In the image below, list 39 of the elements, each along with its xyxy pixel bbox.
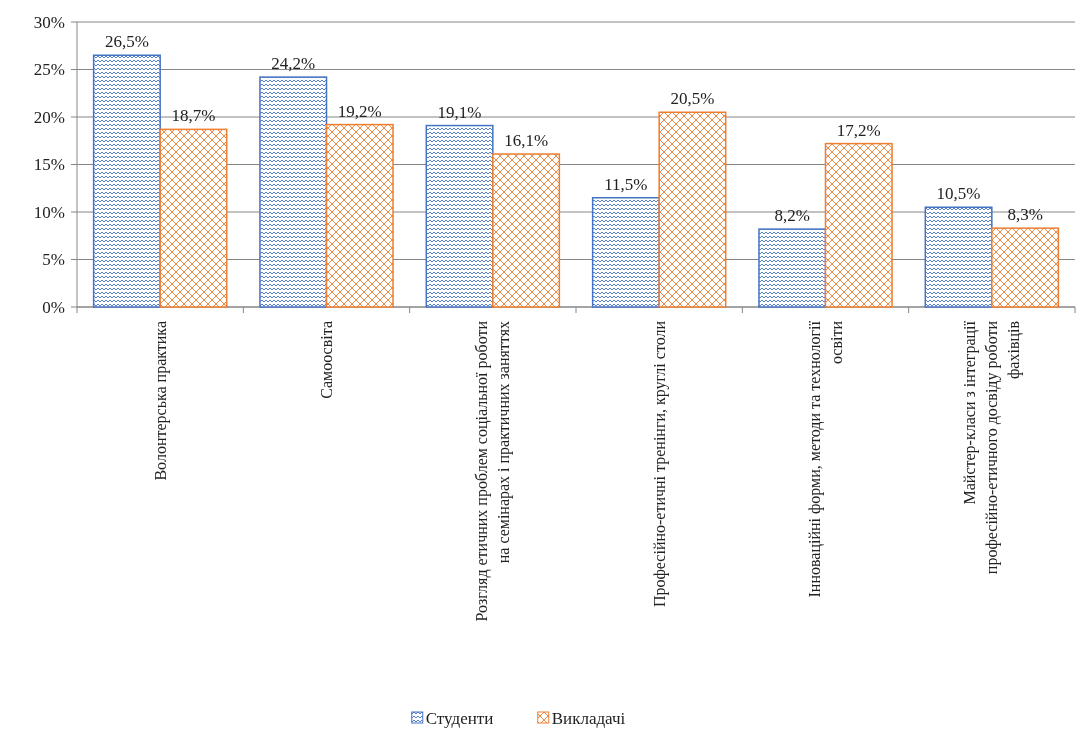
x-tick-label: Волонтерська практика [151, 321, 170, 481]
x-tick-label: Самоосвіта [318, 321, 336, 399]
data-label: 10,5% [936, 184, 981, 204]
y-tick-label: 10% [33, 202, 65, 222]
data-label: 26,5% [104, 32, 149, 52]
data-label: 20,5% [670, 89, 715, 109]
data-label: 16,1% [504, 131, 549, 151]
data-label: 8,2% [774, 206, 810, 226]
legend-label: Викладачі [551, 708, 626, 728]
legend-label: Студенти [425, 708, 494, 728]
data-label: 19,2% [337, 101, 382, 121]
x-tick-label: Розгляд етичних проблем соціальної роботи на семінарах і практичних заняттях [473, 320, 514, 622]
bar [325, 123, 394, 308]
bar [658, 111, 727, 308]
x-tick-label: Майстер-класи з інтеграції професійно-етичного досвіду роботи фахівців [961, 320, 1024, 575]
y-tick-label: 25% [33, 60, 65, 80]
data-label: 11,5% [604, 174, 648, 194]
data-label: 17,2% [836, 120, 881, 140]
bar [824, 142, 893, 308]
x-tick-label: Професійно-етичні тренінги, круглі столи [650, 320, 669, 608]
bar [924, 206, 993, 308]
bar [591, 197, 660, 308]
y-tick-label: 20% [33, 107, 65, 127]
bar [92, 54, 161, 308]
x-tick-label: Інноваційні форми, методи та технології освіти [806, 320, 846, 598]
bar [159, 128, 228, 308]
y-tick-label: 0% [42, 297, 65, 317]
data-label: 19,1% [437, 102, 482, 122]
data-label: 24,2% [271, 54, 316, 74]
data-label: 8,3% [1007, 205, 1043, 225]
bar [758, 228, 827, 308]
bar [259, 76, 328, 308]
y-tick-label: 15% [33, 155, 65, 175]
y-tick-label: 30% [33, 12, 65, 32]
data-label: 18,7% [171, 106, 216, 126]
bar [991, 227, 1060, 308]
bar [492, 153, 561, 308]
bar [425, 124, 494, 308]
y-tick-label: 5% [42, 250, 65, 270]
